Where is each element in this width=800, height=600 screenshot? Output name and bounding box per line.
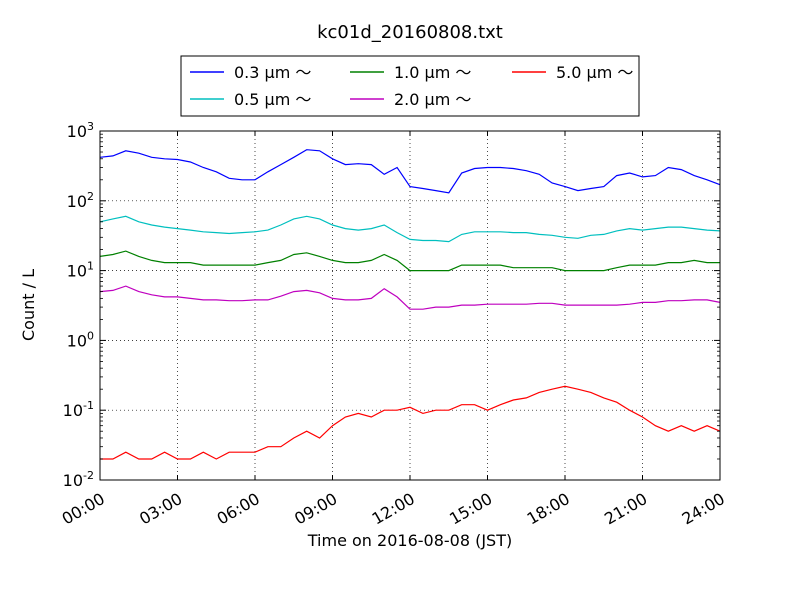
y-tick-exponent: 0 (87, 329, 94, 342)
chart-title: kc01d_20160808.txt (317, 22, 503, 43)
legend-label: 5.0 μm ～ (556, 63, 633, 82)
y-tick-exponent: -1 (83, 399, 94, 412)
y-tick-base: 10 (63, 471, 83, 490)
x-tick-label: 24:00 (679, 489, 728, 529)
legend-label: 1.0 μm ～ (394, 63, 471, 82)
legend-label: 2.0 μm ～ (394, 90, 471, 109)
plot-area (99, 149, 721, 460)
y-tick-label: 100 (67, 329, 94, 350)
y-tick-base: 10 (67, 331, 87, 350)
y-tick-exponent: -2 (83, 469, 94, 482)
series-line-1 (99, 215, 721, 243)
grid (100, 131, 720, 480)
x-axis-label: Time on 2016-08-08 (JST) (307, 531, 512, 550)
x-tick-label: 03:00 (136, 489, 185, 529)
y-tick-base: 10 (63, 401, 83, 420)
y-tick-label: 10-1 (63, 399, 94, 420)
y-axis-label: Count / L (19, 269, 38, 341)
x-axis: 00:00 03:00 06:00 09:00 12:00 15:00 18:00 21:00… (59, 131, 728, 529)
y-tick-exponent: 3 (87, 120, 94, 133)
legend-frame (180, 55, 640, 117)
y-tick-label: 101 (67, 260, 94, 281)
series-line-2 (99, 250, 720, 272)
x-tick-label: 21:00 (601, 489, 650, 529)
x-tick-label: 00:00 (59, 489, 108, 529)
y-tick-exponent: 2 (87, 190, 94, 203)
legend-label: 0.5 μm ～ (234, 90, 311, 109)
x-tick-label: 06:00 (214, 489, 263, 529)
legend: 0.3 μm ～ 0.5 μm ～ 1.0 μm ～ 2.0 μm ～ 5.0 μm ～ (180, 55, 640, 117)
series-line-4 (100, 385, 721, 460)
y-tick-base: 10 (67, 122, 87, 141)
x-tick-label: 12:00 (369, 489, 418, 529)
y-tick-exponent: 1 (87, 260, 94, 273)
y-tick-base: 10 (67, 192, 87, 211)
x-tick-label: 18:00 (524, 489, 573, 529)
y-tick-base: 10 (67, 262, 87, 281)
x-tick-label: 09:00 (291, 489, 340, 529)
x-tick-label: 15:00 (446, 489, 495, 529)
y-tick-label: 103 (67, 120, 94, 141)
y-tick-label: 102 (67, 190, 94, 211)
series-line-0 (99, 149, 721, 194)
y-tick-label: 10-2 (63, 469, 94, 490)
series-line-3 (99, 285, 721, 310)
legend-label: 0.3 μm ～ (234, 63, 311, 82)
